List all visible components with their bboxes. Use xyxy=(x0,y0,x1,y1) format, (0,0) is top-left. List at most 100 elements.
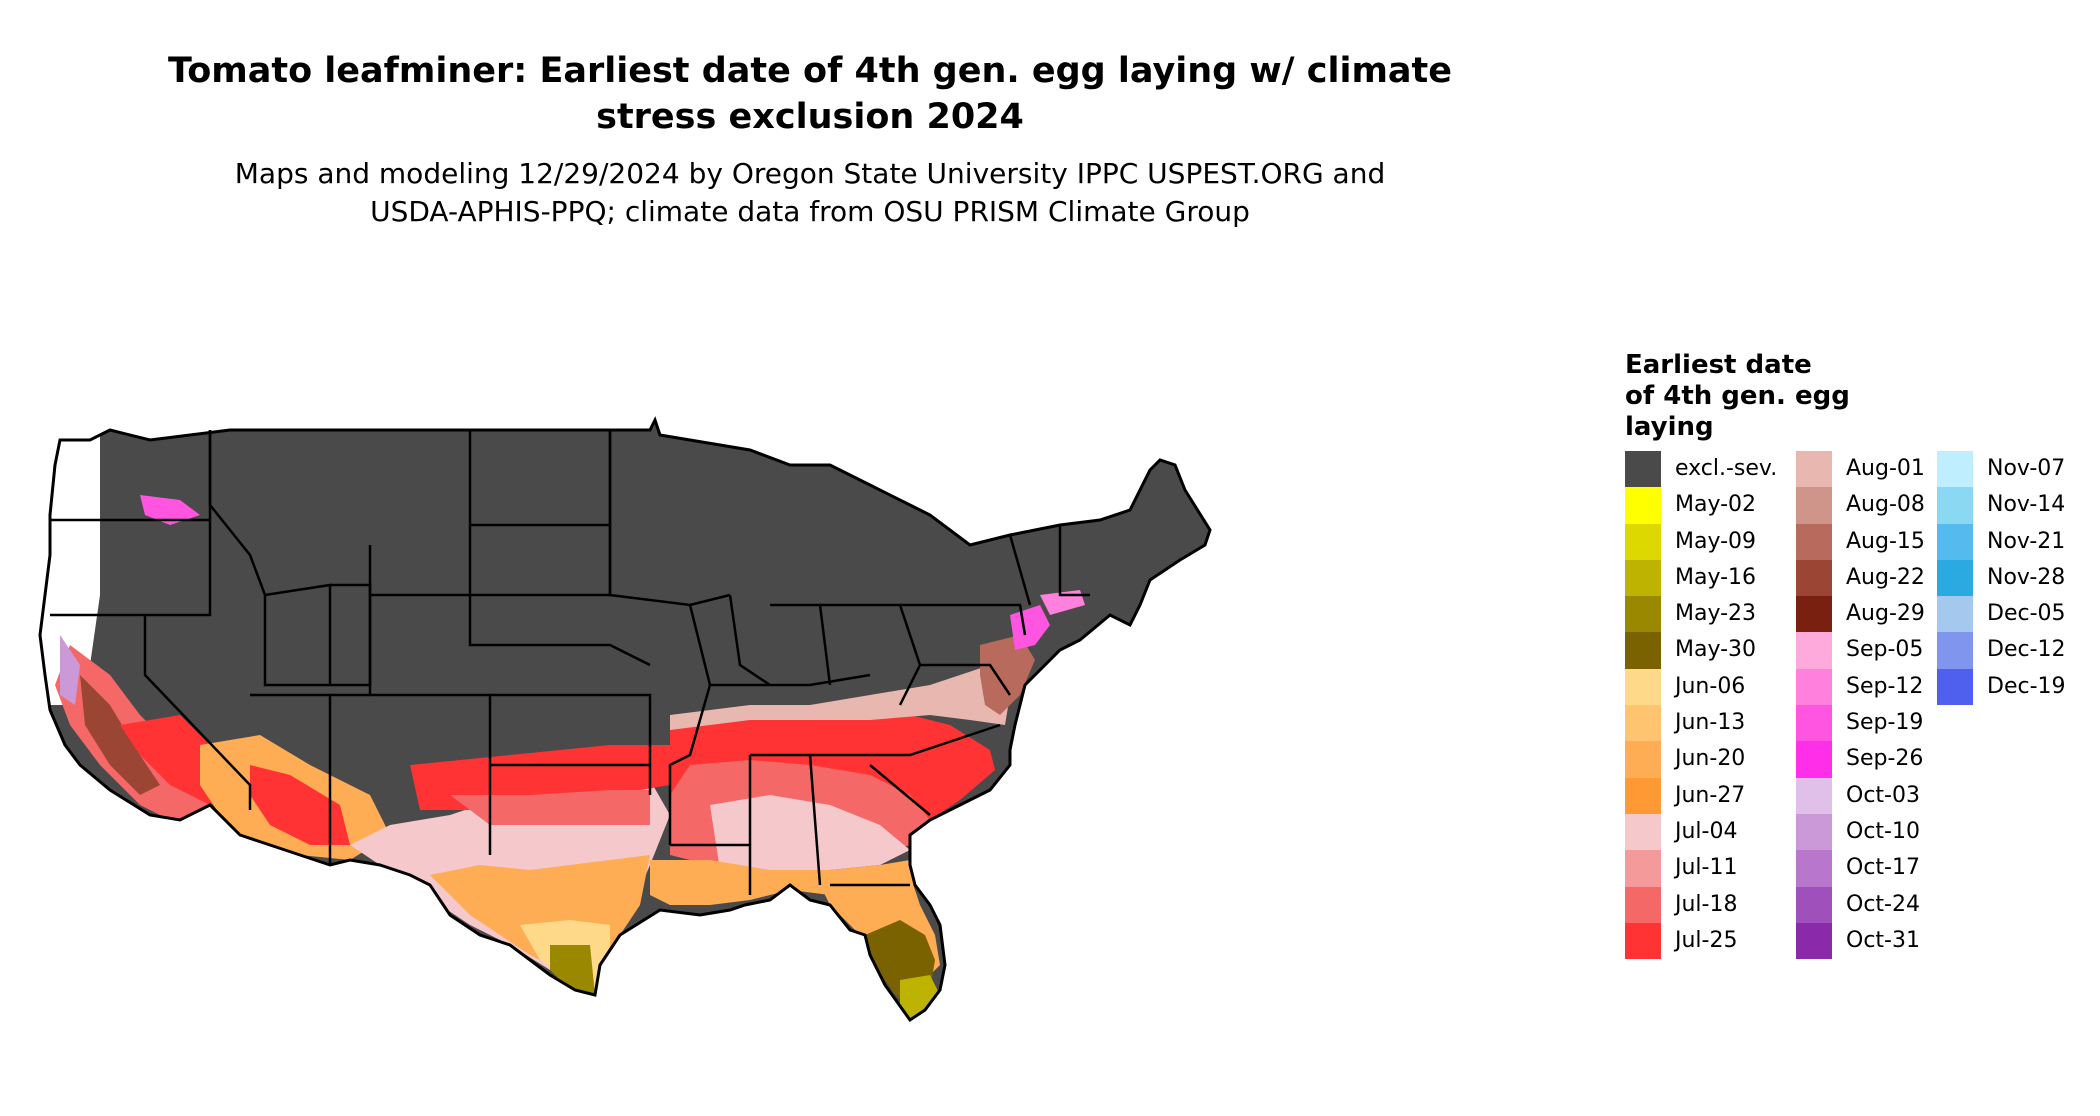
legend-label: excl.-sev. xyxy=(1675,456,1778,481)
legend-label: Nov-07 xyxy=(1987,456,2066,481)
colored-zones xyxy=(40,425,1085,1031)
legend-label: Sep-12 xyxy=(1846,673,1924,699)
map-title: Tomato leafminer: Earliest date of 4th g… xyxy=(80,48,1540,140)
legend-label: Aug-15 xyxy=(1846,528,1925,554)
title-line-1: Tomato leafminer: Earliest date of 4th g… xyxy=(167,51,1453,91)
legend-label: May-30 xyxy=(1675,637,1757,663)
land-exclusion-region xyxy=(40,420,1210,1020)
legend-label: Sep-26 xyxy=(1846,746,1924,772)
legend-swatch xyxy=(1796,668,1832,706)
border-id-mt xyxy=(208,430,332,685)
arizona-jul25-zone xyxy=(250,765,350,845)
new-jersey-sep19-zone xyxy=(1010,605,1050,650)
legend-label: Jul-18 xyxy=(1675,891,1738,917)
border-new-england xyxy=(1058,525,1090,597)
legend-swatch xyxy=(1625,596,1661,633)
gulf-states-jul04-zone xyxy=(710,795,910,875)
legend-title-line-1: Earliest date xyxy=(1625,350,1812,380)
legend-swatch xyxy=(1937,668,1973,706)
legend-swatch xyxy=(1796,886,1832,923)
subtitle-line-1: Maps and modeling 12/29/2024 by Oregon S… xyxy=(234,157,1386,190)
border-mn-ia xyxy=(608,430,731,607)
legend-label: Nov-21 xyxy=(1987,528,2066,554)
legend-label: Nov-28 xyxy=(1987,564,2066,590)
border-mo-ar xyxy=(668,604,712,845)
legend-swatch xyxy=(1796,850,1832,887)
legend-swatch xyxy=(1625,922,1661,960)
subtitle-line-2: USDA-APHIS-PPQ; climate data from OSU PR… xyxy=(370,195,1250,228)
legend-swatch xyxy=(1625,705,1661,742)
legend-title: Earliest date of 4th gen. egg laying xyxy=(1625,350,1925,443)
legend-label: May-09 xyxy=(1675,528,1757,554)
legend-label: Jul-04 xyxy=(1675,818,1738,844)
florida-keys-may02-zone xyxy=(880,1023,910,1031)
legend-swatch xyxy=(1796,596,1832,633)
legend-swatch xyxy=(1625,451,1661,488)
legend-swatch xyxy=(1796,559,1832,597)
legend-swatch xyxy=(1796,741,1832,778)
legend-swatch xyxy=(1625,886,1661,923)
border-ok-tx xyxy=(490,763,652,795)
border-al-ga xyxy=(808,754,822,886)
legend-label: Oct-17 xyxy=(1846,855,1920,881)
border-id-or-nv xyxy=(50,430,212,617)
legend-swatch xyxy=(1796,632,1832,669)
legend-label: Jun-06 xyxy=(1675,673,1746,699)
legend-swatch xyxy=(1937,451,1973,488)
us-outline xyxy=(38,416,1212,1023)
south-texas-may23-zone xyxy=(550,945,595,995)
legend-swatch xyxy=(1625,632,1661,669)
us-map-svg xyxy=(38,416,1212,1031)
chesapeake-aug15-zone xyxy=(980,635,1035,715)
legend-swatch xyxy=(1625,523,1661,560)
title-line-2: stress exclusion 2024 xyxy=(596,97,1024,137)
border-ny-vt xyxy=(1008,534,1032,606)
border-il-in xyxy=(728,594,771,687)
legend-label: Sep-19 xyxy=(1846,710,1924,736)
legend-label: Jun-27 xyxy=(1675,782,1746,808)
map-layer xyxy=(38,416,1212,1031)
border-wy-ne xyxy=(370,593,651,667)
legend-label: Jul-25 xyxy=(1675,927,1738,953)
legend-swatch xyxy=(1937,596,1973,633)
legend-label: Dec-05 xyxy=(1987,601,2066,627)
legend-swatch xyxy=(1796,777,1832,814)
columbia-basin-sep19-zone xyxy=(140,495,200,525)
legend-label: Aug-29 xyxy=(1846,601,1925,627)
legend-label: Nov-14 xyxy=(1987,492,2066,518)
legend-label: May-16 xyxy=(1675,564,1757,590)
border-md-va xyxy=(920,663,1012,696)
legend-swatch xyxy=(1796,813,1832,851)
legend-label: May-23 xyxy=(1675,601,1757,627)
south-florida-may16-zone xyxy=(900,975,940,1020)
legend-title-line-3: laying xyxy=(1625,412,1714,442)
legend-label: Oct-03 xyxy=(1846,782,1920,808)
state-boundaries xyxy=(38,416,1212,1023)
legend-swatch xyxy=(1796,451,1832,488)
border-ca-nv xyxy=(143,615,252,810)
legend-swatch xyxy=(1625,487,1661,524)
legend-label: Dec-19 xyxy=(1987,673,2066,699)
legend-label: Jun-20 xyxy=(1675,746,1746,772)
border-ky-tn xyxy=(710,673,871,687)
legend-label: Oct-24 xyxy=(1846,891,1920,917)
border-ga-sc xyxy=(869,764,931,816)
legend-label: Aug-08 xyxy=(1846,492,1925,518)
midsouth-aug01-band xyxy=(670,665,1010,730)
legend-label: Aug-01 xyxy=(1846,456,1925,481)
border-oh-pa xyxy=(820,603,922,706)
legend-swatch xyxy=(1625,741,1661,778)
legend-swatch xyxy=(1625,668,1661,706)
legend-swatch xyxy=(1937,487,1973,524)
legend-swatch xyxy=(1796,705,1832,742)
legend-swatch xyxy=(1937,559,1973,597)
border-tn-south xyxy=(750,723,1001,757)
legend-swatch xyxy=(1625,777,1661,814)
legend-title-line-2: of 4th gen. egg xyxy=(1625,381,1850,411)
california-aug22-zone xyxy=(80,675,160,795)
legend-label: Oct-10 xyxy=(1846,818,1920,844)
legend-swatch xyxy=(1625,850,1661,887)
legend-swatch xyxy=(1625,813,1661,851)
gulf-coast-jun20-zone xyxy=(650,860,915,905)
legend-label: Oct-31 xyxy=(1846,927,1920,953)
